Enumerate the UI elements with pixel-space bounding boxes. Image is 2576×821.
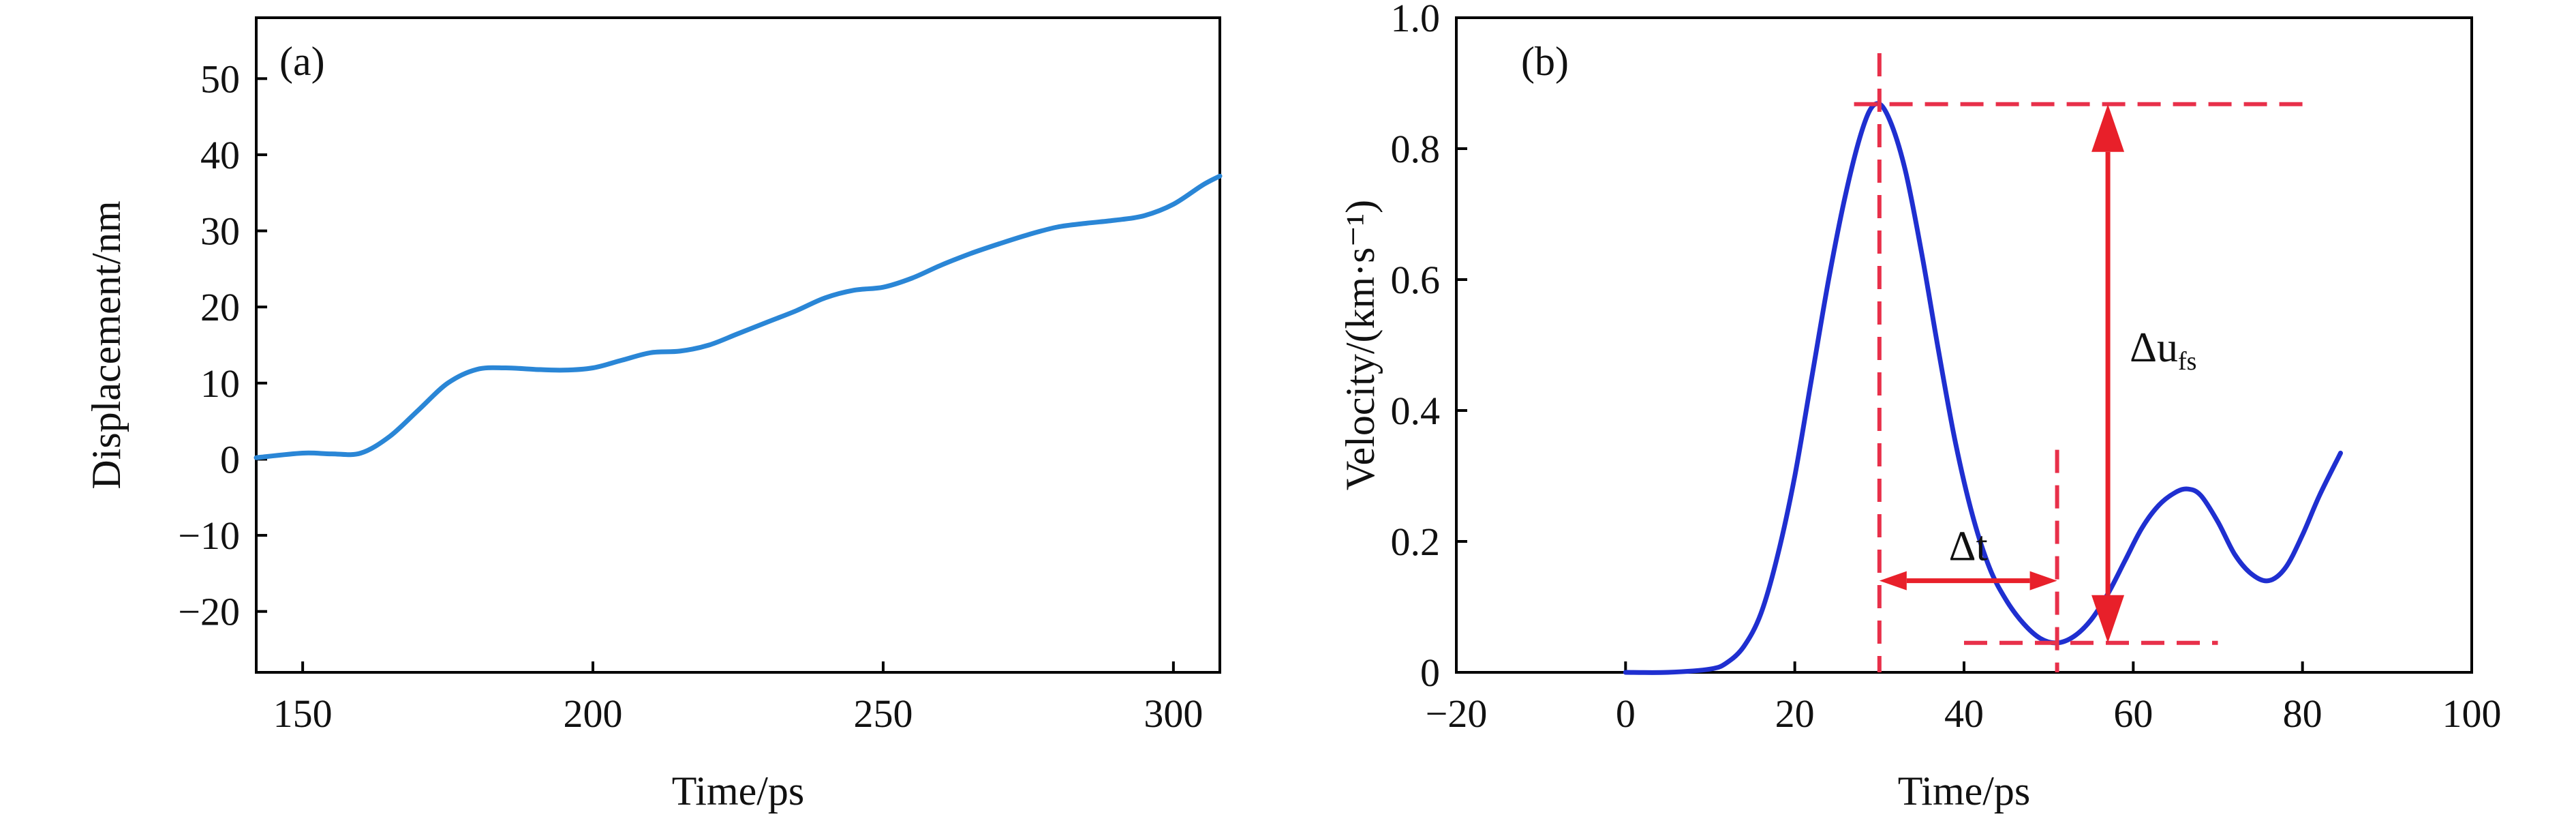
- panel-a-x-tick-label: 150: [273, 691, 333, 736]
- panel-a-y-tick-label: 20: [200, 285, 240, 329]
- panel-b-x-tick-label: 100: [2442, 691, 2502, 736]
- panel-b-x-tick-label: 0: [1616, 691, 1636, 736]
- panel-b-y-tick-label: 1.0: [1391, 0, 1441, 40]
- panel-b-x-tick-label: 60: [2113, 691, 2153, 736]
- panel-b-x-tick-label: 80: [2283, 691, 2322, 736]
- panel-a-x-axis-title: Time/ps: [672, 768, 805, 813]
- delta-u-fs-subscript: fs: [2178, 347, 2196, 376]
- panel-b-y-axis-title: Velocity/(km·s⁻¹): [1338, 200, 1383, 490]
- panel-a-plot-frame: [255, 16, 1221, 674]
- panel-a-y-tick-label: −10: [178, 513, 240, 558]
- panel-a-y-tick-label: 40: [200, 133, 240, 177]
- panel-b-label: (b): [1521, 39, 1569, 84]
- delta-u-arrowhead-bottom: [2091, 595, 2125, 643]
- panel-a-chart: (a) 150 200 250 300 −20 −10 0 10 20 30 40 50 Time/…: [84, 16, 1223, 813]
- panel-a-y-ticks: −20 −10 0 10 20 30 40 50: [178, 57, 267, 634]
- panel-b-x-tick-label: −20: [1426, 691, 1488, 736]
- delta-t-arrowhead-right: [2029, 571, 2057, 591]
- panel-a-y-tick-label: 0: [220, 437, 240, 481]
- panel-b-x-tick-label: 40: [1944, 691, 1984, 736]
- panel-b-x-tick-label: 20: [1775, 691, 1815, 736]
- panel-b-y-ticks: 0 0.2 0.4 0.6 0.8 1.0: [1391, 0, 1467, 695]
- panel-a-x-tick-label: 250: [853, 691, 913, 736]
- panel-b-y-tick-label: 0.8: [1391, 127, 1441, 171]
- panel-b-y-tick-label: 0: [1420, 651, 1440, 695]
- panel-a-y-tick-label: 30: [200, 209, 240, 254]
- panel-b-y-tick-label: 0.4: [1391, 389, 1441, 433]
- panel-a-y-tick-label: 10: [200, 361, 240, 406]
- delta-u-fs-label: Δufs: [2130, 325, 2196, 376]
- delta-t-arrowhead-left: [1879, 571, 1907, 591]
- panel-a-y-axis-title: Displacement/nm: [84, 200, 129, 489]
- delta-t-label: Δt: [1949, 524, 1988, 570]
- panel-a-label: (a): [279, 39, 325, 84]
- panel-a-y-tick-label: 50: [200, 57, 240, 101]
- panel-b-x-ticks: −20 0 20 40 60 80 100: [1426, 661, 2502, 736]
- panel-b-annotations: Δufs Δt: [1854, 53, 2303, 672]
- panel-a-y-tick-label: −20: [178, 590, 240, 634]
- panel-a-displacement-line: [254, 173, 1223, 460]
- panel-b-chart: (b) −20 0 20 40 60 80 100 00.20.40.60.81.0 Δuf…: [1338, 0, 2502, 813]
- panel-a-x-ticks: 150 200 250 300: [273, 661, 1203, 736]
- panel-b-plot-frame: [1455, 16, 2473, 674]
- panel-b-y-tick-label: 0.6: [1391, 258, 1441, 302]
- delta-u-arrowhead-top: [2091, 104, 2125, 152]
- panel-a-x-tick-label: 200: [564, 691, 623, 736]
- panel-b-y-tick-label: 0.2: [1391, 520, 1441, 564]
- panel-b-velocity-line: [1623, 101, 2343, 675]
- panel-b-x-axis-title: Time/ps: [1898, 768, 2031, 813]
- panel-a-x-tick-label: 300: [1144, 691, 1203, 736]
